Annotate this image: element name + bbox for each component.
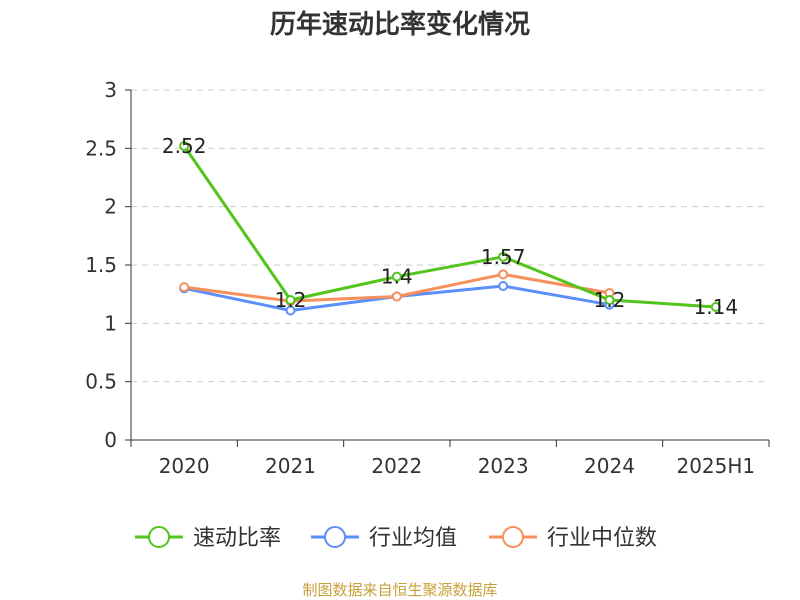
x-tick-label: 2023 — [478, 454, 529, 478]
data-label: 1.14 — [694, 295, 739, 319]
y-tick-label: 0.5 — [85, 370, 117, 394]
series-point-2[interactable] — [391, 291, 402, 302]
data-labels: 2.52 1.2 1.4 1.57 1.2 1.14 — [162, 134, 738, 319]
series-point-0[interactable] — [179, 141, 190, 151]
series-point-0[interactable] — [391, 271, 402, 282]
series-point-1[interactable] — [285, 305, 296, 316]
data-label: 2.52 — [162, 134, 207, 158]
legend[interactable]: 速动比率 行业均值 行业中位数 — [135, 526, 657, 551]
data-label: 1.2 — [275, 288, 307, 312]
y-tick-label: 2 — [104, 195, 117, 219]
series-point-2[interactable] — [498, 269, 509, 280]
series-point-0[interactable] — [710, 302, 721, 312]
data-label: 1.4 — [381, 265, 413, 289]
series-point-1[interactable] — [498, 281, 509, 291]
series-point-0[interactable] — [604, 295, 615, 305]
grid-lines — [131, 89, 769, 383]
data-label: 1.57 — [481, 245, 526, 269]
legend-label[interactable]: 速动比率 — [193, 526, 281, 551]
y-tick-label: 0 — [104, 428, 117, 452]
series-lines — [179, 141, 721, 316]
legend-label[interactable]: 行业均值 — [369, 526, 457, 551]
y-tick-label: 1.5 — [85, 253, 117, 277]
y-tick-label: 1 — [104, 311, 117, 335]
series-point-0[interactable] — [498, 251, 509, 262]
series-point-2[interactable] — [179, 282, 190, 293]
legend-swatch-marker[interactable] — [148, 526, 170, 548]
x-tick-label: 2024 — [584, 454, 635, 478]
data-label: 1.2 — [594, 288, 626, 312]
axes: 0 0.5 1 1.5 2 2.5 3 2020 2021 2022 2023 2024 2025H1 — [85, 78, 770, 478]
legend-swatch-marker[interactable] — [502, 526, 524, 548]
legend-swatch-marker[interactable] — [324, 526, 346, 548]
x-tick-label: 2021 — [265, 454, 316, 478]
x-tick-label: 2022 — [371, 454, 422, 478]
x-tick-label: 2025H1 — [676, 454, 755, 478]
y-tick-label: 3 — [104, 78, 117, 102]
chart-title: 历年速动比率变化情况 — [270, 9, 530, 40]
y-tick-label: 2.5 — [85, 136, 117, 160]
source-note: 制图数据来自恒生聚源数据库 — [302, 581, 497, 599]
series-point-0[interactable] — [285, 295, 296, 305]
series-line-0 — [182, 145, 716, 309]
legend-label[interactable]: 行业中位数 — [547, 526, 657, 551]
x-tick-label: 2020 — [159, 454, 210, 478]
